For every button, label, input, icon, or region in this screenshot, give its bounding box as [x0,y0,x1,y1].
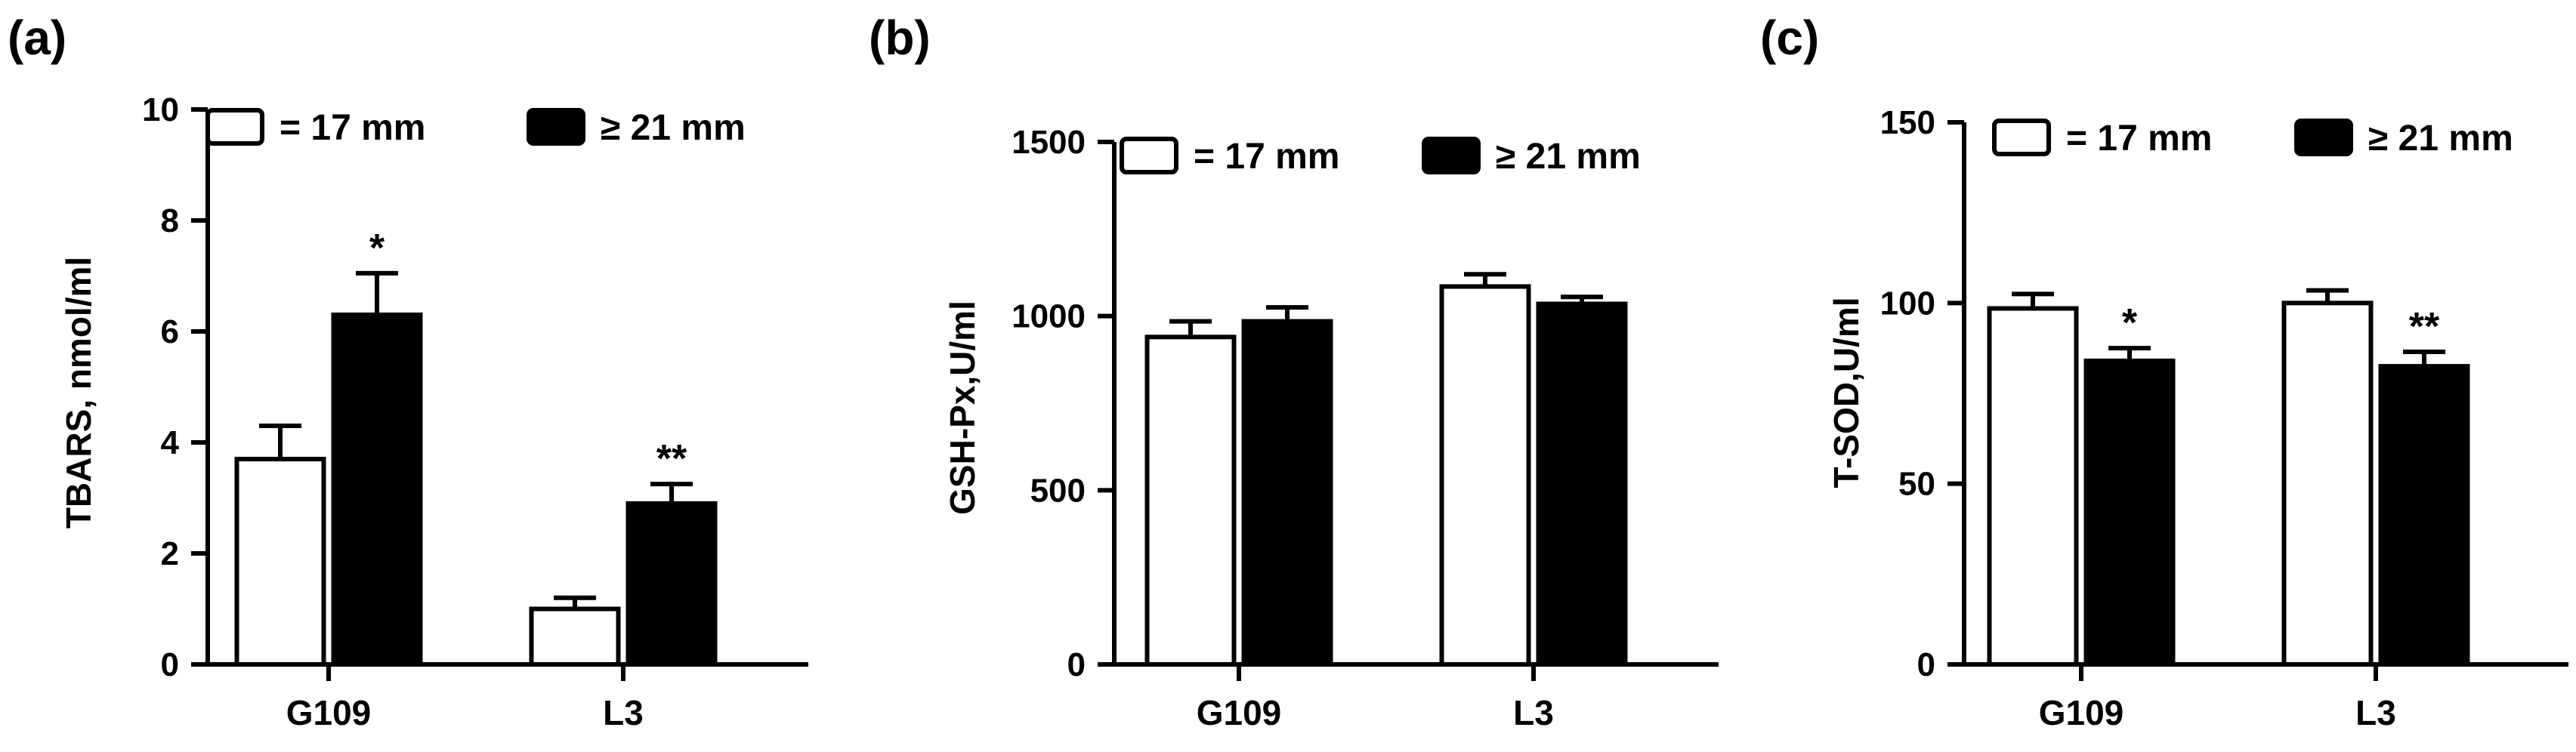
y-tick-label: 100 [1880,285,1935,322]
legend-label: ≥ 21 mm [2368,119,2513,159]
chart-panel-2: (b) 0 500 1000 1500 GSH-Px,U/ml G109 L3 = 17 mm ≥… [869,11,1719,732]
bar [529,606,621,667]
bar [1144,334,1237,667]
significance-label: ** [2409,305,2440,349]
legend-label: ≥ 21 mm [601,108,746,148]
bar [1536,301,1628,667]
bar [625,501,718,667]
y-tick-label: 8 [161,202,179,239]
x-tick-label: L3 [1513,693,1554,732]
y-tick-label: 1000 [1012,298,1086,335]
bar [1241,319,1333,667]
x-tick-label: L3 [2355,693,2396,732]
y-tick-label: 2 [161,535,179,572]
bar [234,457,326,667]
chart-panel-3: (c) 0 50 100 150 T-SOD,U/ml G109 * L3 ** = 17 mm ≥ … [1760,11,2568,732]
legend: = 17 mm ≥ 21 mm [1120,137,1641,177]
legend-label: = 17 mm [1194,137,1339,177]
y-tick-label: 10 [142,91,179,128]
panel-label: (a) [8,11,66,65]
significance-label: * [369,227,385,270]
bar [1439,284,1531,667]
bar [2083,358,2176,667]
y-tick-label: 150 [1880,104,1935,141]
y-tick-label: 0 [161,646,179,683]
legend: = 17 mm ≥ 21 mm [205,108,746,148]
chart-panel-1: (a) 0 2 4 6 8 10 TBARS, nmol/ml G109 * L3 ** = 17 mm… [8,11,808,732]
y-tick-label: 0 [1917,646,1935,683]
y-tick-label: 500 [1030,472,1086,509]
legend-label: = 17 mm [2066,119,2212,159]
panel-label: (b) [869,11,931,65]
y-tick-label: 0 [1067,646,1086,683]
y-tick-label: 6 [161,313,179,350]
x-tick-label: G109 [2039,693,2124,732]
legend-swatch [527,108,585,146]
y-axis-title: T-SOD,U/ml [1827,297,1866,488]
bar [1987,306,2079,667]
bar [331,312,423,667]
y-tick-label: 50 [1898,466,1935,503]
bar [2281,300,2374,667]
x-tick-label: G109 [286,693,372,732]
legend-swatch [1992,119,2051,156]
x-tick-label: G109 [1197,693,1282,732]
y-axis-title: TBARS, nmol/ml [59,257,98,529]
bar [2378,364,2470,667]
x-tick-label: L3 [603,693,644,732]
y-axis-title: GSH-Px,U/ml [943,300,982,515]
legend-swatch [205,108,264,146]
significance-label: ** [656,437,687,481]
legend: = 17 mm ≥ 21 mm [1992,119,2513,159]
significance-label: * [2122,301,2138,345]
y-tick-label: 4 [161,424,180,461]
panel-label: (c) [1760,11,1819,65]
y-tick-label: 1500 [1012,124,1086,161]
legend-swatch [2294,119,2353,156]
legend-label: = 17 mm [280,108,425,148]
legend-swatch [1422,137,1481,174]
legend-label: ≥ 21 mm [1496,137,1641,177]
legend-swatch [1120,137,1178,174]
